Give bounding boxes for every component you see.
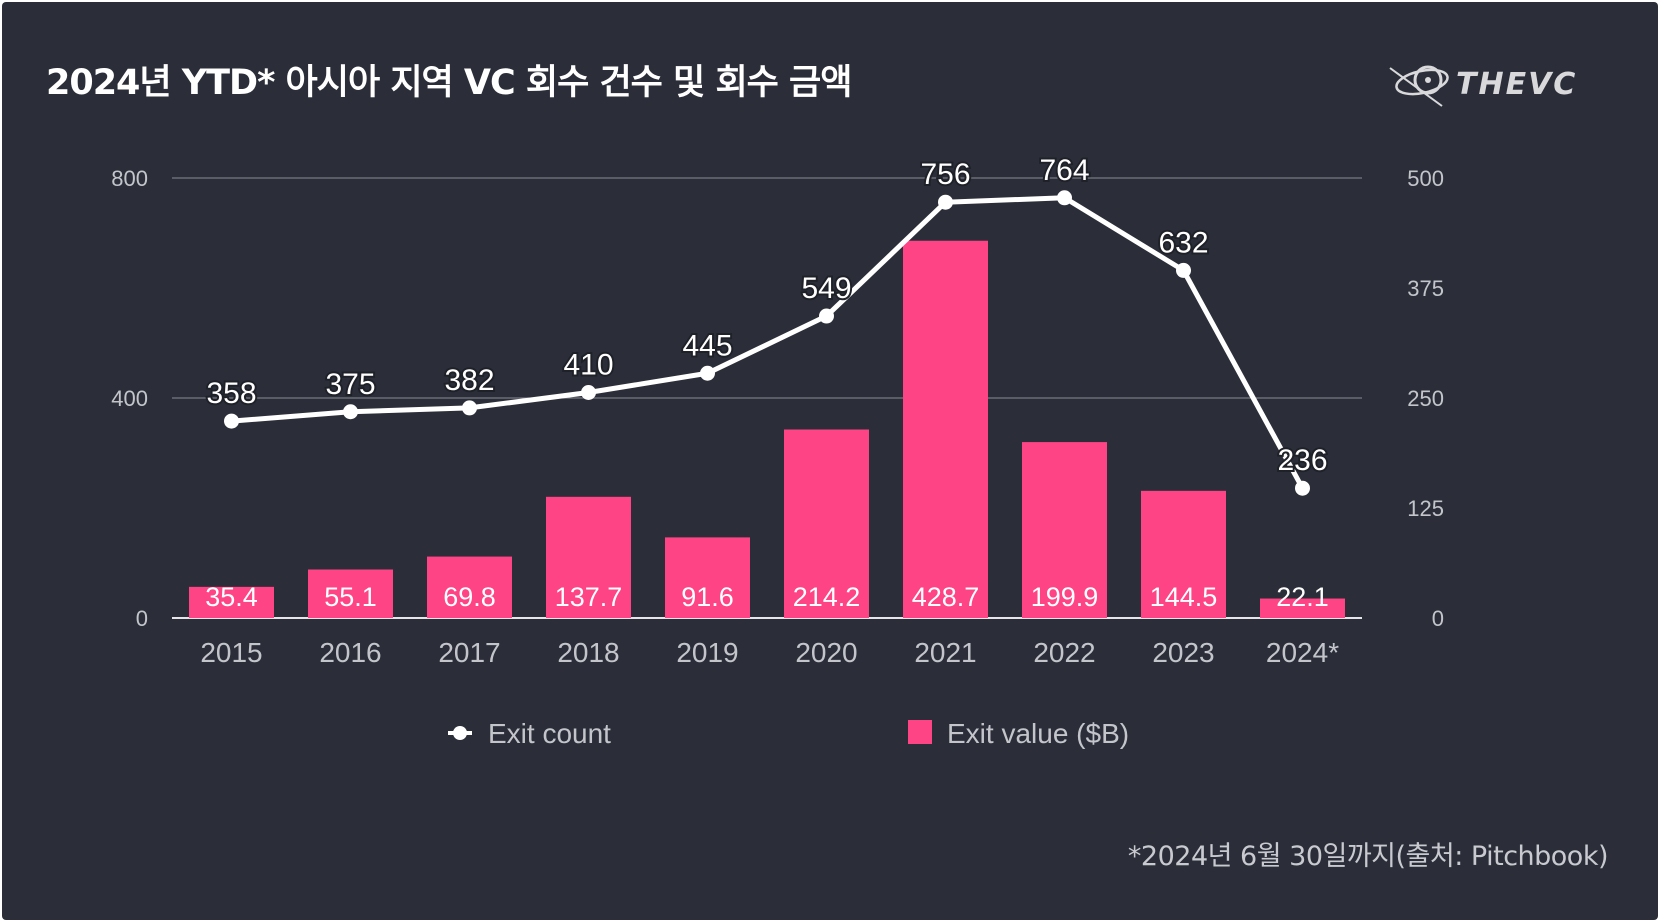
exit-count-point <box>1176 262 1191 278</box>
right-axis-tick-label: 250 <box>1407 386 1444 411</box>
right-axis-tick-label: 375 <box>1407 276 1444 301</box>
exit-count-polyline <box>231 195 1305 490</box>
x-axis-category-label: 2023 <box>1152 637 1214 668</box>
exit-count-point <box>224 413 239 429</box>
exit-value-bar <box>546 496 631 618</box>
exit-value-data-label: 69.8 <box>443 582 496 612</box>
exit-count-data-label: 445 <box>682 329 732 362</box>
exit-value-data-label: 55.1 <box>324 582 377 612</box>
exit-count-point <box>819 308 834 324</box>
legend: Exit count Exit value ($B) <box>448 718 1129 749</box>
exit-value-data-label: 35.4 <box>205 582 258 612</box>
exit-value-bar <box>784 429 869 618</box>
exit-value-bar <box>665 537 750 618</box>
x-axis-category-label: 2019 <box>676 637 738 668</box>
x-axis-category-label: 2017 <box>438 637 500 668</box>
exit-count-point <box>1057 190 1072 206</box>
exit-count-data-label: 410 <box>563 349 613 382</box>
source-footnote: *2024년 6월 30일까지(출처: Pitchbook) <box>1127 841 1609 872</box>
exit-count-data-label: 756 <box>920 158 970 191</box>
exit-value-data-label: 199.9 <box>1031 582 1099 612</box>
left-axis-tick-label: 800 <box>111 166 148 191</box>
legend-label-exit-value: Exit value ($B) <box>947 718 1129 749</box>
thevc-logo: THEVC <box>1382 54 1622 114</box>
logo-wordmark: THEVC <box>1456 66 1578 102</box>
exit-count-point <box>581 385 596 400</box>
x-axis-category-label: 2021 <box>914 637 976 668</box>
exit-value-data-label: 22.1 <box>1276 582 1329 612</box>
x-axis-category-label: 2016 <box>319 637 381 668</box>
exit-value-data-label: 144.5 <box>1150 582 1218 612</box>
exit-count-data-label: 382 <box>444 364 494 397</box>
left-axis-tick-label: 400 <box>111 386 148 411</box>
exit-value-data-label: 137.7 <box>555 582 623 612</box>
exit-count-point <box>343 404 358 420</box>
x-axis-category-label: 2022 <box>1033 637 1095 668</box>
exit-count-data-label: 236 <box>1277 444 1327 477</box>
x-axis-category-label: 2015 <box>200 637 262 668</box>
exit-count-data-label: 632 <box>1158 226 1208 259</box>
left-axis-tick-label: 0 <box>136 606 148 631</box>
exit-value-data-label: 428.7 <box>912 582 980 612</box>
left-axis-ticks: 0 400 800 <box>111 166 148 631</box>
exit-count-point <box>462 400 477 416</box>
chart-title: 2024년 YTD* 아시아 지역 VC 회수 건수 및 회수 금액 <box>46 63 852 103</box>
x-axis-category-label: 2018 <box>557 637 619 668</box>
right-axis-ticks: 0 125 250 375 500 <box>1407 166 1444 631</box>
x-axis-categories: 2015 2016 2017 2018 2019 2020 2021 2022 2023 2024… <box>200 637 1339 668</box>
exit-value-bar <box>1260 598 1345 618</box>
exit-value-bar <box>1022 442 1107 618</box>
exit-value-data-label: 214.2 <box>793 582 861 612</box>
legend-label-exit-count: Exit count <box>488 718 611 749</box>
exit-value-data-label: 91.6 <box>681 582 734 612</box>
exit-count-labels: 358 375 382 410 445 549 756 764 632 236 <box>204 152 1329 479</box>
x-axis-category-label: 2020 <box>795 637 857 668</box>
orbit-logo-icon <box>1389 65 1449 107</box>
exit-count-data-label: 375 <box>325 368 375 401</box>
exit-count-point <box>938 194 953 210</box>
exit-value-bar <box>189 586 274 618</box>
exit-value-labels: 35.4 55.1 69.8 137.7 91.6 214.2 428.7 199.9 144.… <box>205 582 1329 612</box>
exit-count-point <box>1295 480 1310 496</box>
exit-count-data-label: 358 <box>206 377 256 410</box>
exit-value-bars <box>189 240 1345 618</box>
right-axis-tick-label: 0 <box>1432 606 1444 631</box>
exit-count-data-label: 764 <box>1039 154 1089 187</box>
exit-count-line <box>224 190 1310 496</box>
exit-value-bar <box>308 569 393 618</box>
exit-value-bar <box>903 240 988 618</box>
exit-value-bar <box>427 556 512 618</box>
legend-bar-swatch <box>908 720 932 744</box>
exit-count-data-label: 549 <box>801 272 851 305</box>
exit-value-bar <box>1141 490 1226 618</box>
exit-count-point <box>700 365 715 381</box>
legend-marker-icon <box>453 726 467 740</box>
x-axis-category-label: 2024* <box>1266 637 1339 668</box>
right-axis-tick-label: 125 <box>1407 496 1444 521</box>
right-axis-tick-label: 500 <box>1407 166 1444 191</box>
